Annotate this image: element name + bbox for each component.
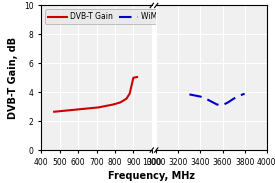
WiMAX Gain [238, 95, 241, 97]
WiMAX Gain [221, 104, 224, 106]
WiMAX Gain [243, 93, 246, 95]
DVB-T Gain [75, 109, 78, 111]
Y-axis label: DVB-T Gain, dB: DVB-T Gain, dB [9, 37, 18, 119]
WiMAX Gain [204, 98, 208, 100]
DVB-T Gain [67, 109, 70, 111]
DVB-T Gain [60, 110, 63, 112]
WiMAX Gain [188, 93, 191, 96]
DVB-T Gain [125, 98, 128, 100]
WiMAX Gain [232, 98, 235, 100]
DVB-T Gain [135, 76, 139, 78]
DVB-T Gain [132, 77, 135, 79]
Text: Frequency, MHz: Frequency, MHz [108, 171, 195, 181]
WiMAX Gain [199, 96, 202, 98]
WiMAX Gain [215, 103, 219, 106]
DVB-T Gain [119, 101, 122, 103]
DVB-T Gain [111, 103, 115, 106]
DVB-T Gain [128, 93, 131, 95]
Line: DVB-T Gain: DVB-T Gain [54, 77, 137, 112]
Line: WiMAX Gain: WiMAX Gain [189, 94, 245, 105]
DVB-T Gain [97, 106, 100, 109]
DVB-T Gain [53, 111, 56, 113]
WiMAX Gain [226, 101, 230, 103]
Legend: DVB-T Gain, WiMAX Gain: DVB-T Gain, WiMAX Gain [45, 9, 191, 24]
DVB-T Gain [104, 105, 107, 107]
DVB-T Gain [89, 107, 93, 109]
DVB-T Gain [82, 108, 85, 110]
WiMAX Gain [210, 100, 213, 103]
